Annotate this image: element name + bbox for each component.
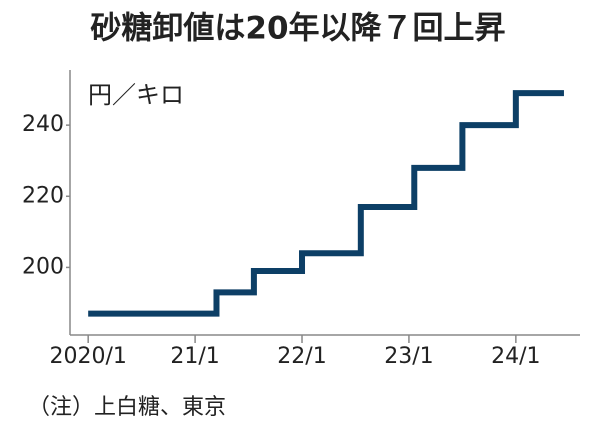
step-line [88,90,564,317]
x-tick-label: 22/1 [277,344,326,369]
unit-label: 円／キロ [88,81,184,109]
chart-title: 砂糖卸値は20年以降７回上昇 [90,11,505,47]
y-tick-label: 200 [22,254,64,279]
note: （注）上白糖、東京 [28,395,226,420]
x-tick-label: 23/1 [384,344,433,369]
x-tick-label: 2020/1 [49,344,126,369]
y-tick-label: 240 [22,112,64,137]
x-tick-label: 21/1 [170,344,219,369]
x-tick-label: 24/1 [491,344,540,369]
y-tick-label: 220 [22,183,64,208]
